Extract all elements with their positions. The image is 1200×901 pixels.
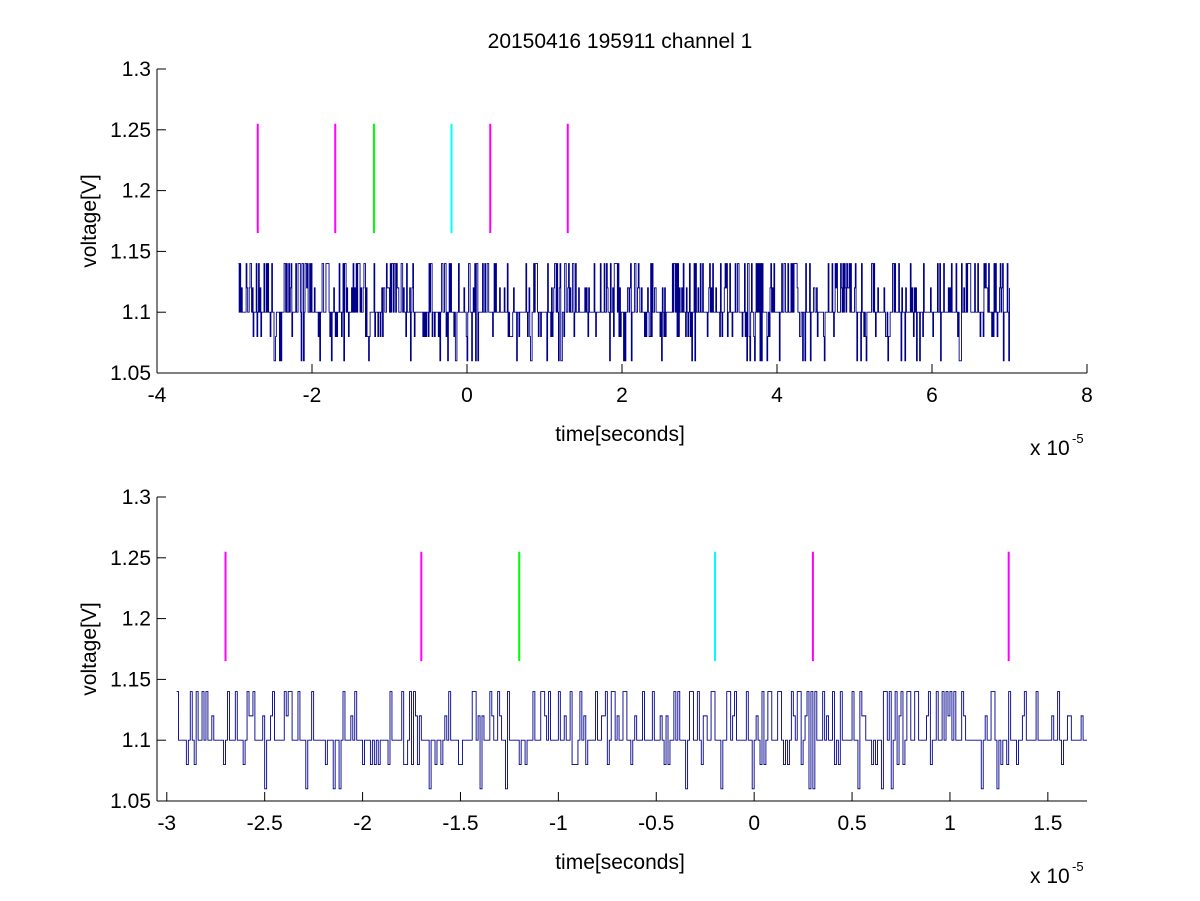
- x-tick-label: 8: [1081, 384, 1093, 407]
- y-tick-label: 1.3: [122, 486, 151, 509]
- top-subplot: 1.05 1.1 1.15 1.2 1.25 1.3 -4 -2 0 2 4 6 8 time[secon…: [78, 58, 1093, 460]
- y-tick-label: 1.1: [122, 301, 151, 324]
- voltage-trace: [176, 691, 1087, 790]
- x-tick-label: 2: [616, 384, 628, 407]
- x-multiplier: x 10: [1030, 437, 1070, 460]
- x-axis-label: time[seconds]: [555, 851, 685, 874]
- x-tick-label: -1.5: [442, 812, 478, 835]
- x-tick-label: -2: [303, 384, 322, 407]
- x-tick-label: -2: [353, 812, 372, 835]
- x-tick-label: -2.5: [247, 812, 283, 835]
- x-tick-label: 6: [926, 384, 938, 407]
- voltage-trace: [238, 263, 1010, 362]
- bottom-subplot: 1.05 1.1 1.15 1.2 1.25 1.3 -3 -2.5 -2 -1.5 -1 -0.5 0…: [78, 486, 1087, 888]
- y-tick-label: 1.25: [110, 119, 151, 142]
- x-tick-label: -3: [157, 812, 176, 835]
- x-tick-label: 1.5: [1033, 812, 1062, 835]
- y-tick-label: 1.1: [122, 729, 151, 752]
- y-tick-label: 1.15: [110, 240, 151, 263]
- y-tick-label: 1.2: [122, 608, 151, 631]
- x-tick-label: -0.5: [638, 812, 674, 835]
- x-exponent: -5: [1072, 431, 1084, 446]
- y-tick-label: 1.05: [110, 790, 151, 813]
- y-axis-label: voltage[V]: [78, 602, 101, 695]
- y-axis-label: voltage[V]: [78, 174, 101, 267]
- y-tick-label: 1.15: [110, 668, 151, 691]
- x-tick-label: 4: [771, 384, 783, 407]
- x-tick-label: -1: [549, 812, 568, 835]
- figure-title: 20150416 195911 channel 1: [488, 30, 753, 53]
- x-tick-label: 0: [461, 384, 473, 407]
- y-tick-label: 1.05: [110, 362, 151, 385]
- x-multiplier: x 10: [1030, 865, 1070, 888]
- x-exponent: -5: [1072, 859, 1084, 874]
- x-axis-label: time[seconds]: [555, 423, 685, 446]
- y-tick-label: 1.2: [122, 180, 151, 203]
- x-tick-label: 1: [944, 812, 956, 835]
- x-tick-label: 0: [748, 812, 760, 835]
- x-tick-label: -4: [148, 384, 167, 407]
- y-tick-label: 1.3: [122, 58, 151, 81]
- x-tick-label: 0.5: [837, 812, 866, 835]
- y-tick-label: 1.25: [110, 547, 151, 570]
